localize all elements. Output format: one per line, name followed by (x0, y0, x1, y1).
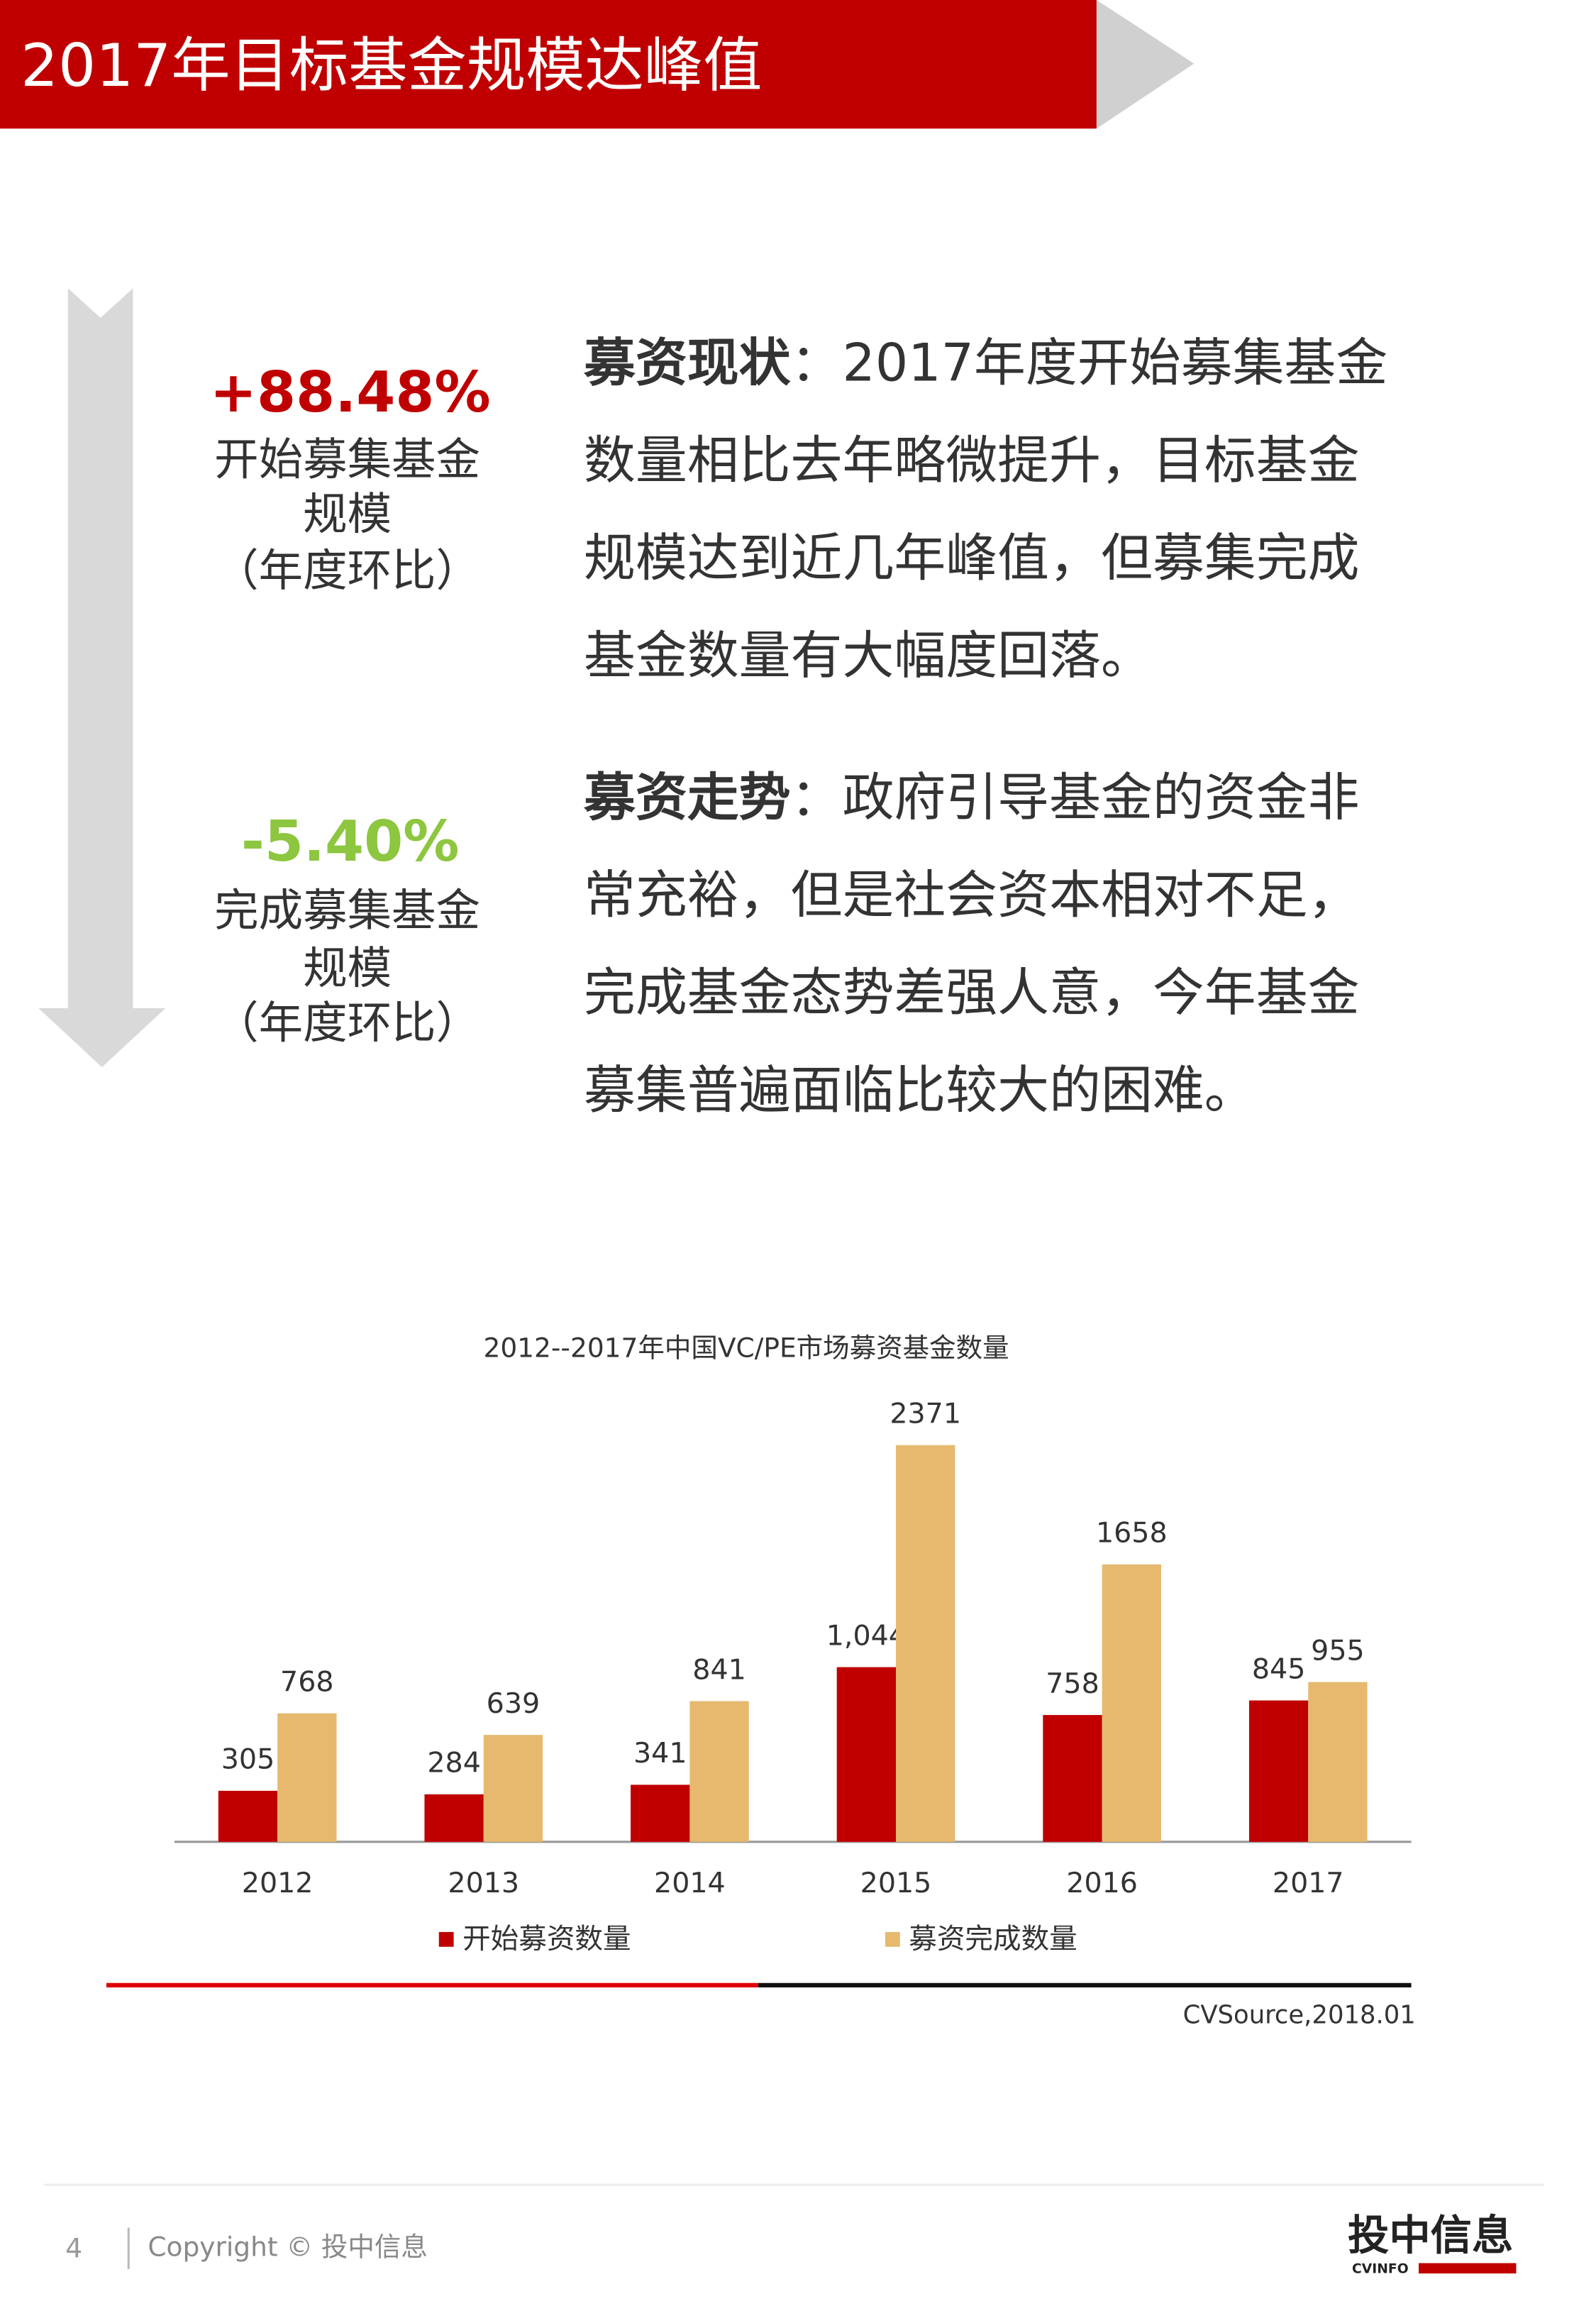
paragraph-text: ：政府引导基金的资金非 (791, 768, 1360, 828)
paragraph-line: 基金数量有大幅度回落。 (584, 626, 1153, 686)
data-label: 305 (221, 1743, 275, 1776)
chart-source: CVSource,2018.01 (1183, 2001, 1416, 2030)
stat-caption: 规模 (303, 942, 392, 994)
bar (1043, 1715, 1102, 1842)
stat-caption: 完成募集基金 (214, 885, 480, 937)
logo-sub: CVINFO (1352, 2261, 1409, 2276)
bar (631, 1784, 690, 1842)
paragraph-text: 完成基金态势差强人意，今年基金 (584, 963, 1360, 1023)
data-label: 768 (280, 1666, 334, 1699)
stat-caption: 开始募集基金 (214, 434, 480, 485)
bar (1308, 1682, 1368, 1842)
copyright: Copyright © 投中信息 (148, 2231, 428, 2262)
bar (1102, 1564, 1161, 1842)
legend-label: 募资完成数量 (909, 1923, 1077, 1955)
paragraph-label: 募资现状 (583, 333, 791, 394)
data-label: 284 (427, 1747, 481, 1780)
logo: 投中信息 (1348, 2211, 1513, 2259)
page-title: 2017年目标基金规模达峰值 (21, 31, 762, 100)
page-number: 4 (65, 2232, 82, 2263)
stat-value: -5.40% (241, 809, 459, 874)
paragraph-line: 募资走势：政府引导基金的资金非 (583, 768, 1360, 828)
paragraph-text: 规模达到近几年峰值，但募集完成 (584, 529, 1360, 589)
data-label: 758 (1046, 1667, 1099, 1700)
data-label: 841 (692, 1653, 746, 1686)
x-tick-label: 2013 (448, 1867, 519, 1899)
stat-caption: （年度环比） (214, 997, 480, 1049)
paragraph-line: 募集普遍面临比较大的困难。 (584, 1061, 1256, 1121)
paragraph-line: 常充裕，但是社会资本相对不足， (584, 866, 1360, 926)
paragraph-line: 数量相比去年略微提升，目标基金 (584, 431, 1360, 491)
x-tick-label: 2012 (242, 1867, 314, 1899)
stat-caption: 规模 (303, 488, 392, 540)
legend-label: 开始募资数量 (462, 1923, 631, 1955)
data-label: 845 (1252, 1653, 1306, 1685)
paragraph-line: 完成基金态势差强人意，今年基金 (584, 963, 1360, 1023)
data-label: 955 (1311, 1634, 1365, 1667)
bar (483, 1735, 543, 1842)
trend-arrow (38, 288, 166, 1068)
header-bar (0, 0, 1097, 129)
paragraph-text: 基金数量有大幅度回落。 (584, 626, 1153, 686)
x-tick-label: 2014 (654, 1867, 726, 1899)
paragraph-line: 规模达到近几年峰值，但募集完成 (584, 529, 1360, 589)
bar (218, 1790, 278, 1842)
x-tick-label: 2016 (1066, 1867, 1138, 1899)
bar (689, 1701, 749, 1842)
data-label: 341 (633, 1737, 687, 1770)
data-label: 1658 (1096, 1517, 1168, 1550)
bar (1248, 1700, 1309, 1842)
paragraph-text: 数量相比去年略微提升，目标基金 (584, 431, 1360, 491)
paragraph-label: 募资走势 (583, 768, 791, 828)
paragraph-text: 常充裕，但是社会资本相对不足， (584, 866, 1360, 926)
data-label: 639 (487, 1687, 541, 1720)
bar (836, 1667, 897, 1842)
bar (896, 1445, 955, 1842)
paragraph-line: 募资现状：2017年度开始募集基金 (583, 333, 1387, 394)
paragraph-text: ：2017年度开始募集基金 (791, 333, 1388, 394)
stat-value: +88.48% (210, 360, 491, 425)
x-tick-label: 2015 (860, 1867, 932, 1899)
data-label: 1,044 (826, 1619, 907, 1652)
legend-swatch (885, 1931, 900, 1947)
legend-swatch (438, 1931, 454, 1947)
paragraph-text: 募集普遍面临比较大的困难。 (584, 1061, 1256, 1121)
stat-caption: （年度环比） (214, 544, 480, 596)
header-arrow (1096, 0, 1195, 129)
data-label: 2371 (890, 1398, 961, 1430)
x-tick-label: 2017 (1273, 1867, 1344, 1899)
bar (424, 1794, 484, 1842)
bar (277, 1713, 337, 1842)
logo-bar (1419, 2263, 1517, 2274)
chart-title: 2012--2017年中国VC/PE市场募资基金数量 (483, 1333, 1009, 1364)
